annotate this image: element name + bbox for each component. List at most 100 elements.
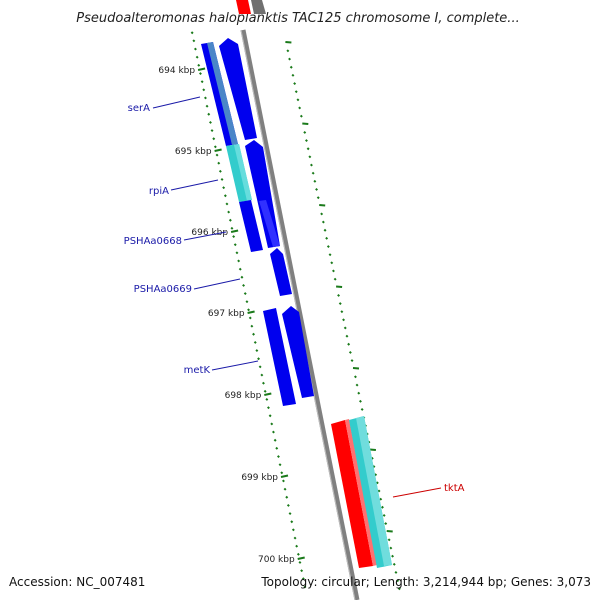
minor-tick (268, 414, 272, 418)
label-rpiA[interactable]: rpiA (149, 186, 169, 197)
outer-minor-tick (311, 171, 315, 175)
gene-tktA-red-light[interactable] (345, 419, 377, 566)
minor-tick (255, 349, 259, 353)
outer-minor-tick (389, 546, 393, 550)
minor-tick (296, 552, 300, 556)
minor-tick (252, 332, 256, 336)
tick-label: 697 kbp (208, 309, 245, 319)
minor-tick (301, 577, 305, 581)
minor-tick (218, 169, 222, 173)
gene-tktA-cyan-light[interactable] (356, 416, 392, 566)
outer-minor-tick (345, 334, 349, 338)
gene-block-top-grey[interactable] (251, 0, 266, 14)
label-tktA[interactable]: tktA (444, 483, 465, 494)
minor-tick (238, 267, 242, 271)
outer-minor-tick (304, 139, 308, 143)
outer-minor-tick (306, 147, 310, 151)
leader-metK (211, 360, 259, 371)
outer-major-tick (319, 204, 326, 207)
minor-tick (293, 536, 297, 540)
outer-minor-tick (320, 212, 324, 216)
gene-block-top-red[interactable] (236, 0, 251, 14)
outer-minor-tick (337, 293, 341, 297)
minor-tick (195, 55, 199, 59)
minor-tick (243, 292, 247, 296)
gene-metK-arrow[interactable] (282, 306, 314, 398)
outer-minor-tick (384, 522, 388, 526)
outer-minor-tick (296, 98, 300, 102)
minor-tick (291, 528, 295, 532)
outer-minor-tick (316, 196, 320, 200)
gene-tktA-red[interactable] (331, 420, 373, 568)
minor-tick (250, 324, 254, 328)
gene-PSHAa0668-bar-shade[interactable] (259, 200, 280, 247)
minor-tick (298, 560, 302, 564)
gene-rpiA-bar-shade[interactable] (234, 144, 252, 201)
label-metK[interactable]: metK (184, 365, 211, 376)
minor-tick (240, 275, 244, 279)
minor-tick (270, 422, 274, 426)
outer-minor-tick (358, 399, 362, 403)
minor-tick (198, 72, 202, 76)
minor-tick (237, 259, 241, 263)
minor-tick (230, 226, 234, 230)
minor-tick (253, 340, 257, 344)
outer-minor-tick (331, 269, 335, 273)
tick-label: 699 kbp (241, 473, 278, 483)
label-PSHAa0669[interactable]: PSHAa0669 (134, 284, 192, 295)
minor-tick (276, 455, 280, 459)
outer-major-tick (386, 530, 393, 533)
major-tick (230, 229, 239, 233)
outer-major-tick (352, 367, 360, 370)
outer-minor-tick (348, 350, 352, 354)
minor-tick (242, 283, 246, 287)
outer-minor-tick (294, 90, 298, 94)
outer-minor-tick (375, 481, 379, 485)
minor-tick (223, 194, 227, 198)
minor-tick (193, 47, 197, 51)
label-PSHAa0668[interactable]: PSHAa0668 (124, 236, 182, 247)
outer-minor-tick (382, 513, 386, 517)
outer-minor-tick (391, 554, 395, 558)
minor-tick (286, 503, 290, 507)
outer-minor-tick (353, 375, 357, 379)
outer-minor-tick (298, 106, 302, 110)
outer-minor-tick (387, 538, 391, 542)
minor-tick (257, 357, 261, 361)
gene-PSHAa0669-arrow[interactable] (270, 248, 292, 296)
gene-serA-bar-shade[interactable] (207, 42, 238, 145)
outer-minor-tick (392, 562, 396, 566)
outer-minor-tick (286, 49, 290, 53)
leader-rpiA (170, 179, 219, 191)
outer-minor-tick (394, 570, 398, 574)
inner-tick-track: 694 kbp 695 kbp 696 kbp 697 kbp 698 kbp 699 k… (158, 31, 307, 589)
minor-tick (295, 544, 299, 548)
minor-tick (200, 80, 204, 84)
topology-text: Topology: circular; Length: 3,214,944 bp… (260, 575, 591, 589)
gene-PSHAa0668-bar[interactable] (239, 200, 263, 252)
outer-minor-tick (374, 473, 378, 477)
tick-label: 700 kbp (258, 555, 295, 565)
outer-minor-tick (309, 163, 313, 167)
gene-serA-arrow[interactable] (219, 38, 257, 140)
outer-minor-tick (396, 579, 400, 583)
outer-minor-tick (299, 114, 303, 118)
minor-tick (280, 471, 284, 475)
label-serA[interactable]: serA (128, 103, 150, 114)
tick-label: 695 kbp (175, 147, 212, 157)
outer-minor-tick (360, 407, 364, 411)
tick-label: 698 kbp (225, 391, 262, 401)
gene-metK-bar[interactable] (263, 308, 296, 406)
minor-tick (232, 235, 236, 239)
outer-major-tick (285, 41, 292, 44)
minor-tick (266, 406, 270, 410)
outer-minor-tick (326, 245, 330, 249)
leader-PSHAa0669 (193, 278, 241, 290)
outer-major-tick (302, 122, 309, 125)
minor-tick (217, 161, 221, 165)
outer-minor-tick (397, 587, 401, 591)
major-tick (214, 148, 222, 152)
minor-tick (225, 202, 229, 206)
outer-minor-tick (323, 228, 327, 232)
minor-tick (300, 569, 304, 573)
